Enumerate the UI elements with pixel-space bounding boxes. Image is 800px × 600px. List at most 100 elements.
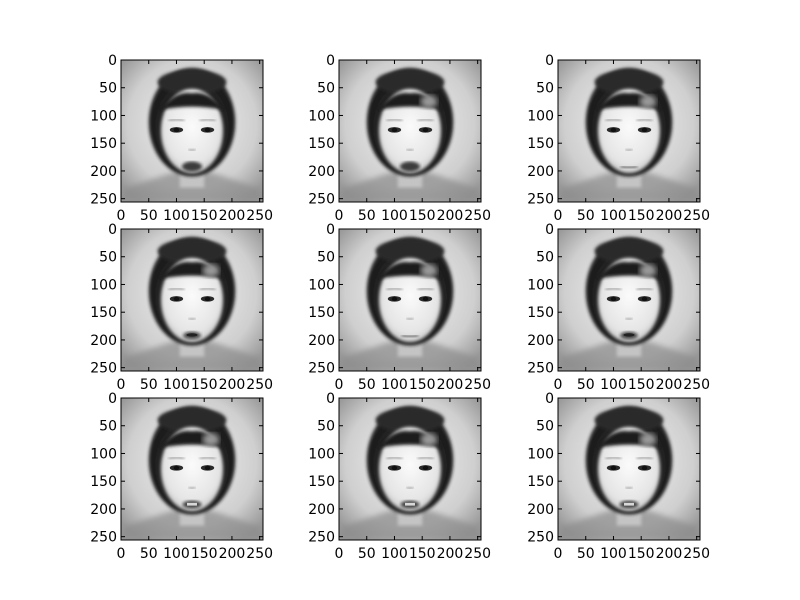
y-tick-label: 50	[99, 81, 117, 97]
x-tick-label: 150	[628, 377, 655, 393]
face-image	[339, 60, 481, 202]
y-tick-label: 100	[527, 446, 554, 462]
axes-frame	[338, 59, 482, 203]
y-tick-label: 50	[99, 250, 117, 266]
x-tick-label: 200	[219, 208, 246, 224]
y-tick-label: 250	[90, 192, 117, 208]
y-tick-label: 100	[90, 277, 117, 293]
x-tick-label: 0	[117, 377, 126, 393]
x-tick-label: 50	[140, 546, 158, 562]
y-tick-label: 50	[317, 250, 335, 266]
x-tick-label: 50	[358, 546, 376, 562]
y-tick-label: 250	[90, 361, 117, 377]
y-tick-label: 150	[527, 305, 554, 321]
y-tick-label: 250	[90, 530, 117, 546]
y-tick-label: 200	[90, 333, 117, 349]
axes-frame	[338, 228, 482, 372]
x-tick-label: 250	[246, 546, 273, 562]
x-tick-label: 150	[628, 546, 655, 562]
x-tick-label: 150	[409, 546, 436, 562]
x-tick-label: 100	[381, 208, 408, 224]
x-tick-label: 200	[437, 546, 464, 562]
y-tick-label: 150	[527, 136, 554, 152]
x-tick-label: 0	[554, 546, 563, 562]
y-tick-label: 250	[527, 361, 554, 377]
x-tick-label: 50	[140, 208, 158, 224]
face-image	[558, 60, 700, 202]
x-tick-label: 100	[600, 546, 627, 562]
x-tick-label: 0	[335, 377, 344, 393]
y-tick-label: 200	[527, 164, 554, 180]
axes-frame	[557, 397, 701, 541]
x-tick-label: 150	[409, 377, 436, 393]
axes-frame	[120, 397, 264, 541]
x-tick-label: 150	[191, 208, 218, 224]
y-tick-label: 100	[527, 108, 554, 124]
x-tick-label: 200	[656, 546, 683, 562]
y-tick-label: 150	[527, 474, 554, 490]
axes-frame	[338, 397, 482, 541]
y-tick-label: 250	[527, 530, 554, 546]
y-tick-label: 100	[90, 446, 117, 462]
y-tick-label: 0	[326, 222, 335, 238]
x-tick-label: 100	[163, 377, 190, 393]
y-tick-label: 200	[308, 333, 335, 349]
face-image	[558, 229, 700, 371]
x-tick-label: 100	[381, 546, 408, 562]
x-tick-label: 100	[163, 546, 190, 562]
x-tick-label: 50	[577, 208, 595, 224]
x-tick-label: 0	[117, 208, 126, 224]
x-tick-label: 0	[335, 546, 344, 562]
y-tick-label: 250	[527, 192, 554, 208]
x-tick-label: 50	[140, 377, 158, 393]
y-tick-label: 100	[308, 446, 335, 462]
y-tick-label: 50	[317, 419, 335, 435]
x-tick-label: 100	[600, 208, 627, 224]
x-tick-label: 150	[191, 377, 218, 393]
face-image	[339, 398, 481, 540]
y-tick-label: 0	[108, 53, 117, 69]
y-tick-label: 0	[326, 391, 335, 407]
y-tick-label: 100	[308, 277, 335, 293]
axes-frame	[120, 59, 264, 203]
x-tick-label: 150	[191, 546, 218, 562]
y-tick-label: 200	[90, 164, 117, 180]
x-tick-label: 250	[464, 546, 491, 562]
y-tick-label: 250	[308, 361, 335, 377]
x-tick-label: 200	[437, 208, 464, 224]
x-tick-label: 250	[464, 377, 491, 393]
y-tick-label: 100	[527, 277, 554, 293]
x-tick-label: 50	[577, 377, 595, 393]
face-image	[558, 398, 700, 540]
x-tick-label: 250	[246, 377, 273, 393]
x-tick-label: 50	[358, 377, 376, 393]
y-tick-label: 0	[545, 53, 554, 69]
axes-frame	[120, 228, 264, 372]
y-tick-label: 250	[308, 530, 335, 546]
x-tick-label: 200	[219, 377, 246, 393]
x-tick-label: 50	[358, 208, 376, 224]
x-tick-label: 200	[656, 208, 683, 224]
x-tick-label: 250	[683, 208, 710, 224]
y-tick-label: 0	[108, 222, 117, 238]
y-tick-label: 200	[527, 333, 554, 349]
x-tick-label: 200	[656, 377, 683, 393]
y-tick-label: 0	[326, 53, 335, 69]
x-tick-label: 250	[246, 208, 273, 224]
x-tick-label: 150	[628, 208, 655, 224]
y-tick-label: 50	[99, 419, 117, 435]
x-tick-label: 100	[163, 208, 190, 224]
face-image	[121, 398, 263, 540]
y-tick-label: 50	[317, 81, 335, 97]
y-tick-label: 0	[545, 222, 554, 238]
y-tick-label: 150	[308, 474, 335, 490]
y-tick-label: 250	[308, 192, 335, 208]
y-tick-label: 200	[90, 502, 117, 518]
y-tick-label: 150	[90, 136, 117, 152]
